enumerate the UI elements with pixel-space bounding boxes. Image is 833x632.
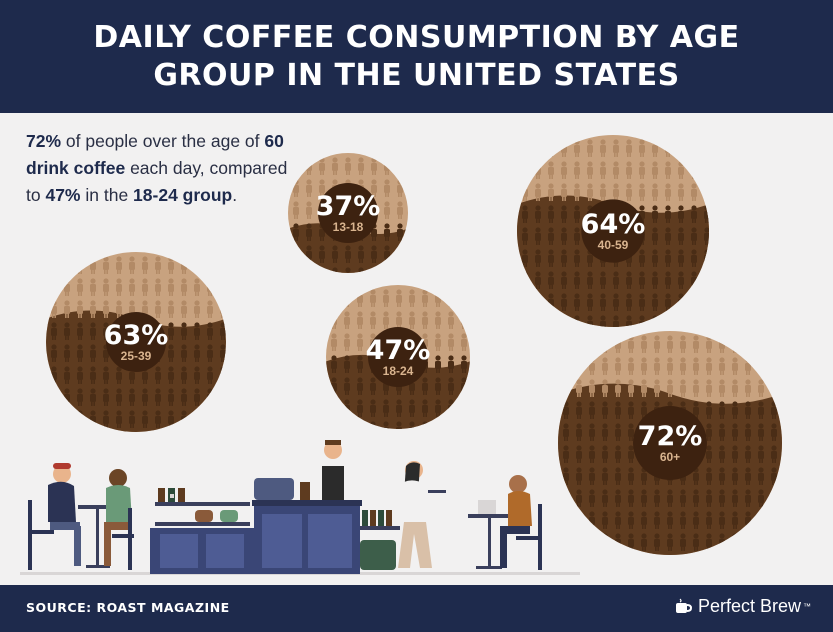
header: DAILY COFFEE CONSUMPTION BY AGE GROUP IN…: [0, 0, 833, 113]
shelves: [155, 488, 250, 526]
bubble-value-label: 47%: [366, 335, 431, 366]
person-at-table-right: [468, 475, 542, 570]
summary-age-60: 60 drink coffee: [26, 131, 284, 178]
barista: [318, 440, 348, 500]
cafe-illustration: [20, 440, 580, 575]
footer: SOURCE: ROAST MAGAZINE Perfect Brew ™: [0, 585, 833, 632]
summary-text-part: .: [232, 185, 238, 205]
bubble-value-label: 37%: [316, 191, 381, 222]
bubble-age-label: 18-24: [383, 364, 414, 378]
bubble-25-39: 63%25-39: [46, 252, 226, 432]
bubble-label-badge: [633, 406, 707, 480]
brand-logo: Perfect Brew ™: [674, 596, 811, 617]
bubble-label-badge: [581, 199, 645, 263]
summary-stat-60plus: 72%: [26, 131, 62, 151]
summary-group-18-24: 18-24 group: [133, 185, 233, 205]
bubble-age-label: 25-39: [121, 349, 152, 363]
bubble-value-label: 64%: [581, 209, 646, 240]
bubble-label-badge: [318, 183, 378, 243]
coffee-counter: [150, 478, 362, 574]
summary-text-part: each day, compared to: [26, 158, 288, 205]
bubble-value-label: 63%: [104, 320, 169, 351]
bubble-40-59: 64%40-59: [517, 135, 709, 327]
bubble-value-label: 72%: [638, 421, 703, 452]
waitress: [398, 461, 446, 568]
brand-trademark: ™: [803, 602, 811, 611]
bubble-age-label: 60+: [660, 450, 680, 464]
brand-name: Perfect Brew: [697, 596, 801, 616]
bubble-label-badge: [368, 327, 428, 387]
bubble-13-18: 37%13-18: [288, 153, 408, 273]
page-title: DAILY COFFEE CONSUMPTION BY AGE GROUP IN…: [93, 19, 740, 93]
bubble-60+: 72%60+: [558, 331, 782, 555]
people-at-table-left: [28, 463, 134, 570]
bottles: [360, 510, 400, 570]
summary-text: 72% of people over the age of 60 drink c…: [26, 128, 288, 209]
summary-text-part: of people over the age of: [61, 131, 265, 151]
source-text: SOURCE: ROAST MAGAZINE: [26, 600, 230, 615]
summary-stat-18-24: 47%: [45, 185, 81, 205]
coffee-cup-icon: [675, 598, 692, 613]
summary-text-part: in the: [80, 185, 134, 205]
bubble-age-label: 40-59: [598, 238, 629, 252]
bubble-18-24: 47%18-24: [326, 285, 470, 429]
bubble-age-label: 13-18: [333, 220, 364, 234]
bubble-label-badge: [106, 312, 166, 372]
